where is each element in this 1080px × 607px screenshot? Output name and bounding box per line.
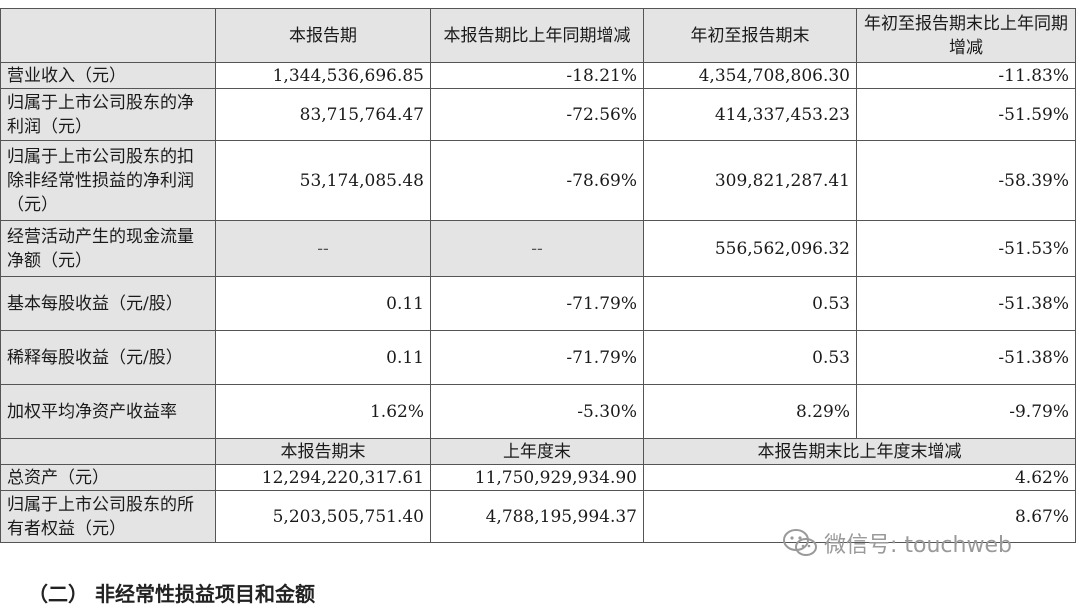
cell-value: -51.38% (856, 276, 1076, 331)
section-heading: （二） 非经常性损益项目和金额 (28, 582, 315, 606)
cell-value: 4,788,195,994.37 (430, 490, 644, 543)
table-row: 归属于上市公司股东的所有者权益（元） 5,203,505,751.40 4,78… (0, 490, 1076, 543)
cell-value: 309,821,287.41 (643, 140, 857, 221)
row-label: 营业收入（元） (0, 62, 216, 89)
cell-value: -5.30% (430, 384, 644, 439)
cell-value: 4.62% (643, 464, 1076, 491)
row-label: 总资产（元） (0, 464, 216, 491)
table-row: 归属于上市公司股东的扣除非经常性损益的净利润（元） 53,174,085.48 … (0, 140, 1076, 221)
header-current-period: 本报告期 (215, 8, 431, 63)
header-current-period-yoy: 本报告期比上年同期增减 (430, 8, 644, 63)
cell-value: -18.21% (430, 62, 644, 89)
cell-value: 83,715,764.47 (215, 88, 431, 141)
table-row: 稀释每股收益（元/股） 0.11 -71.79% 0.53 -51.38% (0, 330, 1076, 385)
cell-value: -51.53% (856, 220, 1076, 277)
cell-value: 1.62% (215, 384, 431, 439)
table-row: 经营活动产生的现金流量净额（元） -- -- 556,562,096.32 -5… (0, 220, 1076, 277)
cell-value: 414,337,453.23 (643, 88, 857, 141)
cell-value: -51.38% (856, 330, 1076, 385)
cell-value: 0.11 (215, 330, 431, 385)
cell-value-na: -- (430, 220, 644, 277)
row-label: 归属于上市公司股东的所有者权益（元） (0, 490, 216, 543)
cell-value: 11,750,929,934.90 (430, 464, 644, 491)
header-ytd: 年初至报告期末 (643, 8, 857, 63)
cell-value: 12,294,220,317.61 (215, 464, 431, 491)
cell-value: 0.11 (215, 276, 431, 331)
row-label: 经营活动产生的现金流量净额（元） (0, 220, 216, 277)
cell-value: 8.29% (643, 384, 857, 439)
cell-value: 5,203,505,751.40 (215, 490, 431, 543)
cell-value: 0.53 (643, 330, 857, 385)
row-label: 稀释每股收益（元/股） (0, 330, 216, 385)
row-label: 归属于上市公司股东的净利润（元） (0, 88, 216, 141)
header-period-end: 本报告期末 (215, 438, 431, 465)
table-row: 总资产（元） 12,294,220,317.61 11,750,929,934.… (0, 464, 1076, 491)
table-row: 归属于上市公司股东的净利润（元） 83,715,764.47 -72.56% 4… (0, 88, 1076, 141)
header-blank (0, 438, 216, 465)
header-prior-year-end: 上年度末 (430, 438, 644, 465)
cell-value: -71.79% (430, 330, 644, 385)
watermark: 微信号: touchweb (782, 527, 1052, 559)
cell-value: 556,562,096.32 (643, 220, 857, 277)
row-label: 加权平均净资产收益率 (0, 384, 216, 439)
table-row: 加权平均净资产收益率 1.62% -5.30% 8.29% -9.79% (0, 384, 1076, 439)
cell-value: -72.56% (430, 88, 644, 141)
cell-value: -11.83% (856, 62, 1076, 89)
cell-value: -9.79% (856, 384, 1076, 439)
cell-value: 1,344,536,696.85 (215, 62, 431, 89)
cell-value: -58.39% (856, 140, 1076, 221)
watermark-text: 微信号: touchweb (824, 533, 1012, 558)
table-row: 营业收入（元） 1,344,536,696.85 -18.21% 4,354,7… (0, 62, 1076, 89)
table-row: 基本每股收益（元/股） 0.11 -71.79% 0.53 -51.38% (0, 276, 1076, 331)
header-row-2: 本报告期末 上年度末 本报告期末比上年度末增减 (0, 438, 1076, 465)
header-blank (0, 8, 216, 63)
header-row: 本报告期 本报告期比上年同期增减 年初至报告期末 年初至报告期末比上年同期增减 (0, 8, 1076, 63)
cell-value: 53,174,085.48 (215, 140, 431, 221)
cell-value: -51.59% (856, 88, 1076, 141)
cell-value: 8.67% (643, 490, 1076, 543)
cell-value: -78.69% (430, 140, 644, 221)
row-label: 基本每股收益（元/股） (0, 276, 216, 331)
header-ytd-yoy: 年初至报告期末比上年同期增减 (856, 8, 1076, 63)
cell-value: 0.53 (643, 276, 857, 331)
cell-value-na: -- (215, 220, 431, 277)
financial-table: 本报告期 本报告期比上年同期增减 年初至报告期末 年初至报告期末比上年同期增减 … (0, 8, 1076, 543)
cell-value: -71.79% (430, 276, 644, 331)
row-label: 归属于上市公司股东的扣除非经常性损益的净利润（元） (0, 140, 216, 221)
cell-value: 4,354,708,806.30 (643, 62, 857, 89)
wechat-icon (783, 529, 817, 556)
header-period-end-change: 本报告期末比上年度末增减 (643, 438, 1076, 465)
